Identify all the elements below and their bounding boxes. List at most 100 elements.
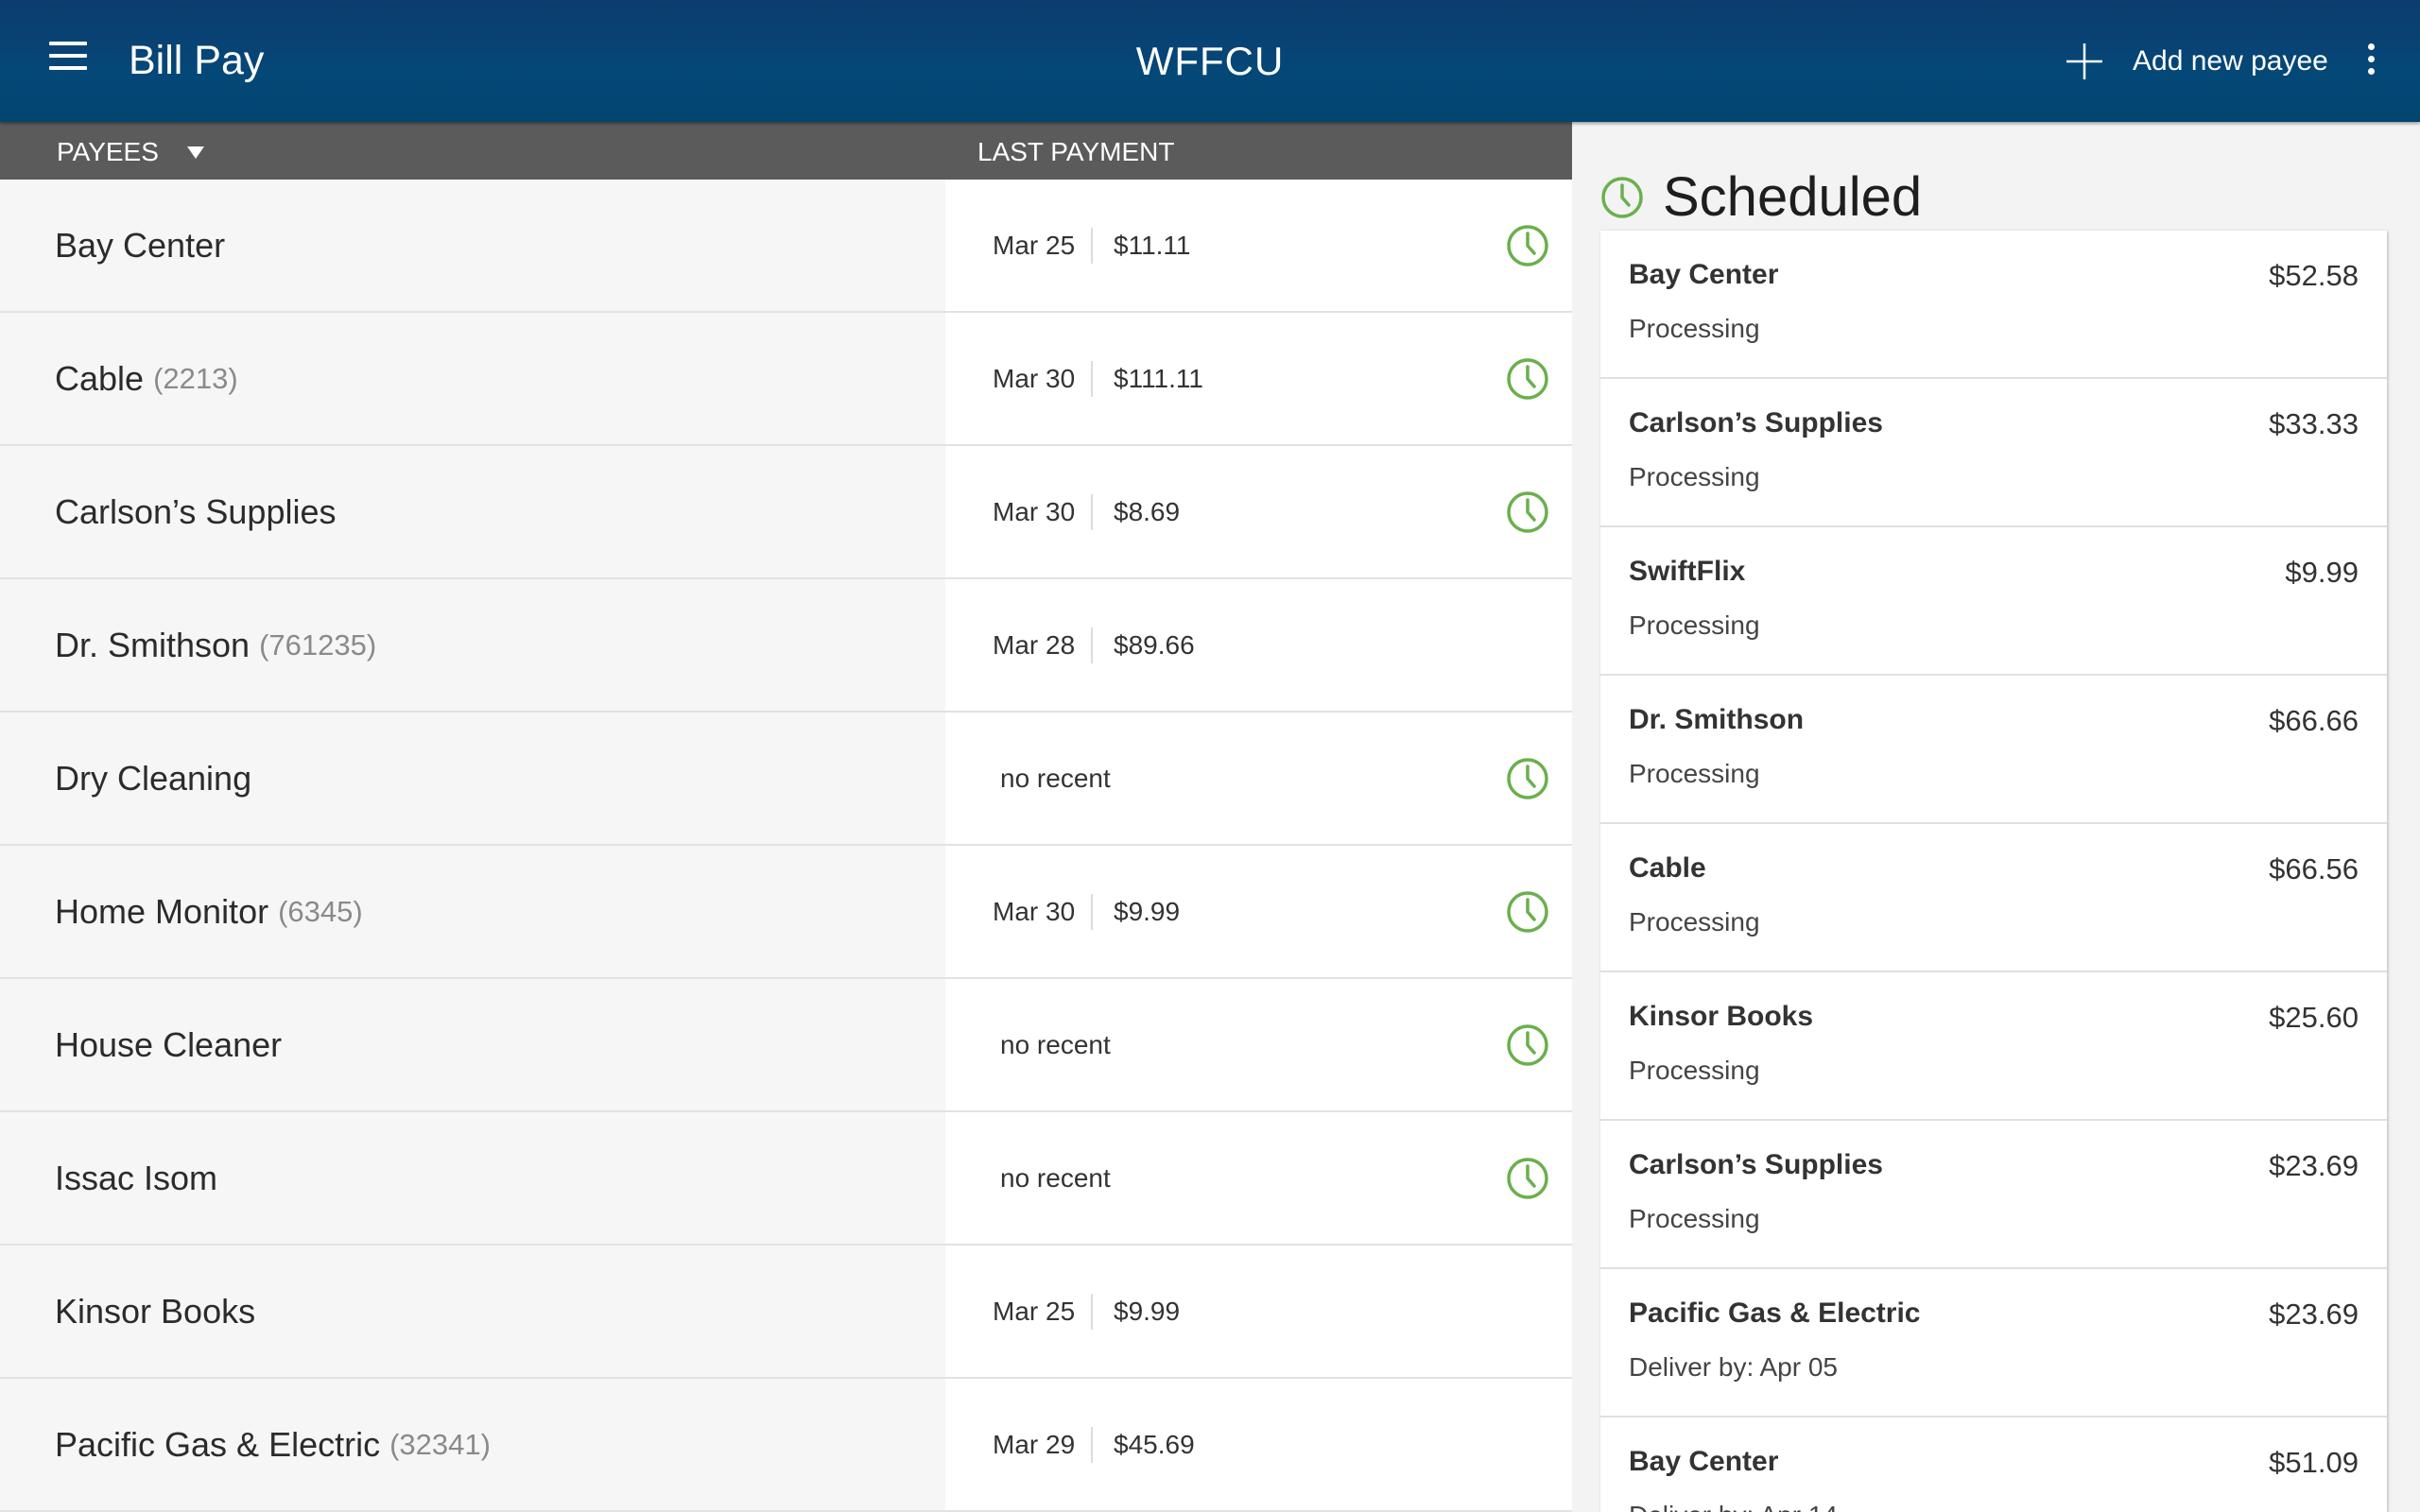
clock-icon[interactable] bbox=[1506, 1157, 1549, 1200]
clock-icon[interactable] bbox=[1506, 1023, 1549, 1067]
payee-name: Home Monitor bbox=[55, 891, 269, 931]
scheduled-amount: $25.60 bbox=[2269, 1001, 2359, 1034]
payee-list: Bay Center Mar 25 $11.11 Cable (2213) Ma… bbox=[0, 180, 1572, 1512]
scheduled-status: Processing bbox=[1629, 1204, 1760, 1233]
payee-name: Pacific Gas & Electric bbox=[55, 1424, 381, 1464]
last-payment-cell: Mar 25 $11.11 bbox=[945, 180, 1572, 311]
payee-row[interactable]: Pacific Gas & Electric (32341) Mar 29 $4… bbox=[0, 1379, 1572, 1512]
last-payment-header: LAST PAYMENT bbox=[977, 137, 1175, 166]
last-payment-date: Mar 28 bbox=[993, 629, 1076, 660]
scheduled-payment-item[interactable]: Dr. Smithson $66.66 Processing bbox=[1600, 676, 2387, 824]
last-payment-amount: $9.99 bbox=[1114, 896, 1181, 926]
payee-name: Bay Center bbox=[55, 225, 226, 265]
clock-icon[interactable] bbox=[1506, 890, 1549, 934]
scheduled-header: Scheduled bbox=[1600, 165, 1922, 229]
payee-name: Carlson’s Supplies bbox=[55, 491, 337, 531]
last-payment-amount: $89.66 bbox=[1114, 629, 1195, 660]
payee-name: Dr. Smithson bbox=[55, 625, 251, 664]
payee-name-cell: Home Monitor (6345) bbox=[0, 846, 945, 977]
scheduled-amount: $23.69 bbox=[2269, 1297, 2359, 1331]
scheduled-payment-item[interactable]: Bay Center $52.58 Processing bbox=[1600, 231, 2387, 379]
caret-down-icon bbox=[186, 146, 204, 159]
clock-icon[interactable] bbox=[1506, 490, 1549, 534]
add-new-payee-button[interactable]: Add new payee bbox=[2065, 38, 2328, 85]
scheduled-payment-item[interactable]: Bay Center $51.09 Deliver by: Apr 14 bbox=[1600, 1418, 2387, 1512]
payee-row[interactable]: House Cleaner no recent bbox=[0, 979, 1572, 1112]
payee-name-cell: Bay Center bbox=[0, 180, 945, 311]
clock-icon[interactable] bbox=[1506, 357, 1549, 401]
scheduled-status: Processing bbox=[1629, 759, 1760, 788]
payees-sort-dropdown[interactable]: PAYEES bbox=[57, 137, 204, 167]
last-payment-cell: Mar 28 $89.66 bbox=[945, 579, 1572, 711]
last-payment-amount: $11.11 bbox=[1114, 230, 1191, 260]
payee-row[interactable]: Bay Center Mar 25 $11.11 bbox=[0, 180, 1572, 313]
last-payment-amount: $111.11 bbox=[1114, 363, 1203, 393]
scheduled-payee-name: Dr. Smithson bbox=[1629, 704, 1805, 735]
payee-name-cell: Issac Isom bbox=[0, 1112, 945, 1244]
payee-name: House Cleaner bbox=[55, 1024, 283, 1064]
payee-row[interactable]: Cable (2213) Mar 30 $111.11 bbox=[0, 313, 1572, 446]
scheduled-payee-name: SwiftFlix bbox=[1629, 556, 1746, 587]
payee-account-number: (761235) bbox=[259, 627, 377, 662]
scheduled-payment-item[interactable]: Kinsor Books $25.60 Processing bbox=[1600, 972, 2387, 1121]
scheduled-payee-name: Bay Center bbox=[1629, 1446, 1779, 1477]
payment-divider bbox=[1091, 227, 1093, 264]
add-new-payee-label: Add new payee bbox=[2133, 45, 2328, 77]
scheduled-amount: $23.69 bbox=[2269, 1149, 2359, 1182]
payee-name: Issac Isom bbox=[55, 1158, 218, 1197]
payee-name-cell: House Cleaner bbox=[0, 979, 945, 1110]
last-payment-date: Mar 25 bbox=[993, 1296, 1076, 1326]
scheduled-status: Deliver by: Apr 14 bbox=[1629, 1501, 1838, 1512]
scheduled-amount: $66.56 bbox=[2269, 852, 2359, 885]
scheduled-status: Processing bbox=[1629, 907, 1760, 936]
scheduled-title: Scheduled bbox=[1663, 166, 1923, 228]
payee-account-number: (2213) bbox=[153, 361, 238, 395]
more-vert-icon[interactable] bbox=[2360, 43, 2382, 81]
payee-name: Cable bbox=[55, 358, 145, 398]
scheduled-status: Processing bbox=[1629, 1056, 1760, 1085]
scheduled-payment-item[interactable]: Cable $66.56 Processing bbox=[1600, 824, 2387, 972]
scheduled-payee-name: Bay Center bbox=[1629, 259, 1779, 290]
payee-row[interactable]: Carlson’s Supplies Mar 30 $8.69 bbox=[0, 446, 1572, 579]
scheduled-payment-item[interactable]: Carlson’s Supplies $23.69 Processing bbox=[1600, 1121, 2387, 1269]
payee-row[interactable]: Dry Cleaning no recent bbox=[0, 713, 1572, 846]
scheduled-payment-item[interactable]: SwiftFlix $9.99 Processing bbox=[1600, 527, 2387, 676]
payee-row[interactable]: Issac Isom no recent bbox=[0, 1112, 1572, 1246]
scheduled-payee-name: Carlson’s Supplies bbox=[1629, 407, 1883, 438]
scheduled-payment-item[interactable]: Carlson’s Supplies $33.33 Processing bbox=[1600, 379, 2387, 527]
last-payment-cell: Mar 30 $9.99 bbox=[945, 846, 1572, 977]
last-payment-cell: no recent bbox=[945, 713, 1572, 844]
last-payment-amount: $45.69 bbox=[1114, 1429, 1195, 1459]
scheduled-list: Bay Center $52.58 Processing Carlson’s S… bbox=[1600, 231, 2387, 1512]
scheduled-amount: $51.09 bbox=[2269, 1446, 2359, 1479]
clock-icon bbox=[1601, 176, 1643, 218]
payee-row[interactable]: Kinsor Books Mar 25 $9.99 bbox=[0, 1246, 1572, 1379]
payee-row[interactable]: Dr. Smithson (761235) Mar 28 $89.66 bbox=[0, 579, 1572, 713]
clock-icon[interactable] bbox=[1506, 757, 1549, 800]
payee-name-cell: Dr. Smithson (761235) bbox=[0, 579, 945, 711]
scheduled-payment-item[interactable]: Pacific Gas & Electric $23.69 Deliver by… bbox=[1600, 1269, 2387, 1418]
last-payment-date: Mar 30 bbox=[993, 363, 1076, 393]
last-payment-cell: Mar 29 $45.69 bbox=[945, 1379, 1572, 1510]
scheduled-amount: $66.66 bbox=[2269, 704, 2359, 737]
clock-icon[interactable] bbox=[1506, 224, 1549, 267]
last-payment-cell: Mar 30 $8.69 bbox=[945, 446, 1572, 577]
payee-row[interactable]: Home Monitor (6345) Mar 30 $9.99 bbox=[0, 846, 1572, 979]
plus-icon bbox=[2066, 43, 2102, 79]
scheduled-amount: $9.99 bbox=[2285, 556, 2359, 589]
no-recent-payment: no recent bbox=[1000, 763, 1111, 793]
no-recent-payment: no recent bbox=[1000, 1162, 1111, 1193]
payee-name-cell: Dry Cleaning bbox=[0, 713, 945, 844]
no-recent-payment: no recent bbox=[1000, 1029, 1111, 1059]
payee-name: Kinsor Books bbox=[55, 1291, 256, 1331]
payee-name-cell: Cable (2213) bbox=[0, 313, 945, 444]
scheduled-payee-name: Cable bbox=[1629, 852, 1706, 884]
scheduled-payee-name: Kinsor Books bbox=[1629, 1001, 1814, 1032]
scheduled-status: Deliver by: Apr 05 bbox=[1629, 1352, 1838, 1382]
payee-account-number: (32341) bbox=[389, 1427, 491, 1461]
hamburger-menu-icon[interactable] bbox=[49, 42, 87, 74]
last-payment-cell: no recent bbox=[945, 1112, 1572, 1244]
last-payment-date: Mar 30 bbox=[993, 496, 1076, 526]
last-payment-amount: $9.99 bbox=[1114, 1296, 1181, 1326]
scheduled-payee-name: Carlson’s Supplies bbox=[1629, 1149, 1883, 1180]
